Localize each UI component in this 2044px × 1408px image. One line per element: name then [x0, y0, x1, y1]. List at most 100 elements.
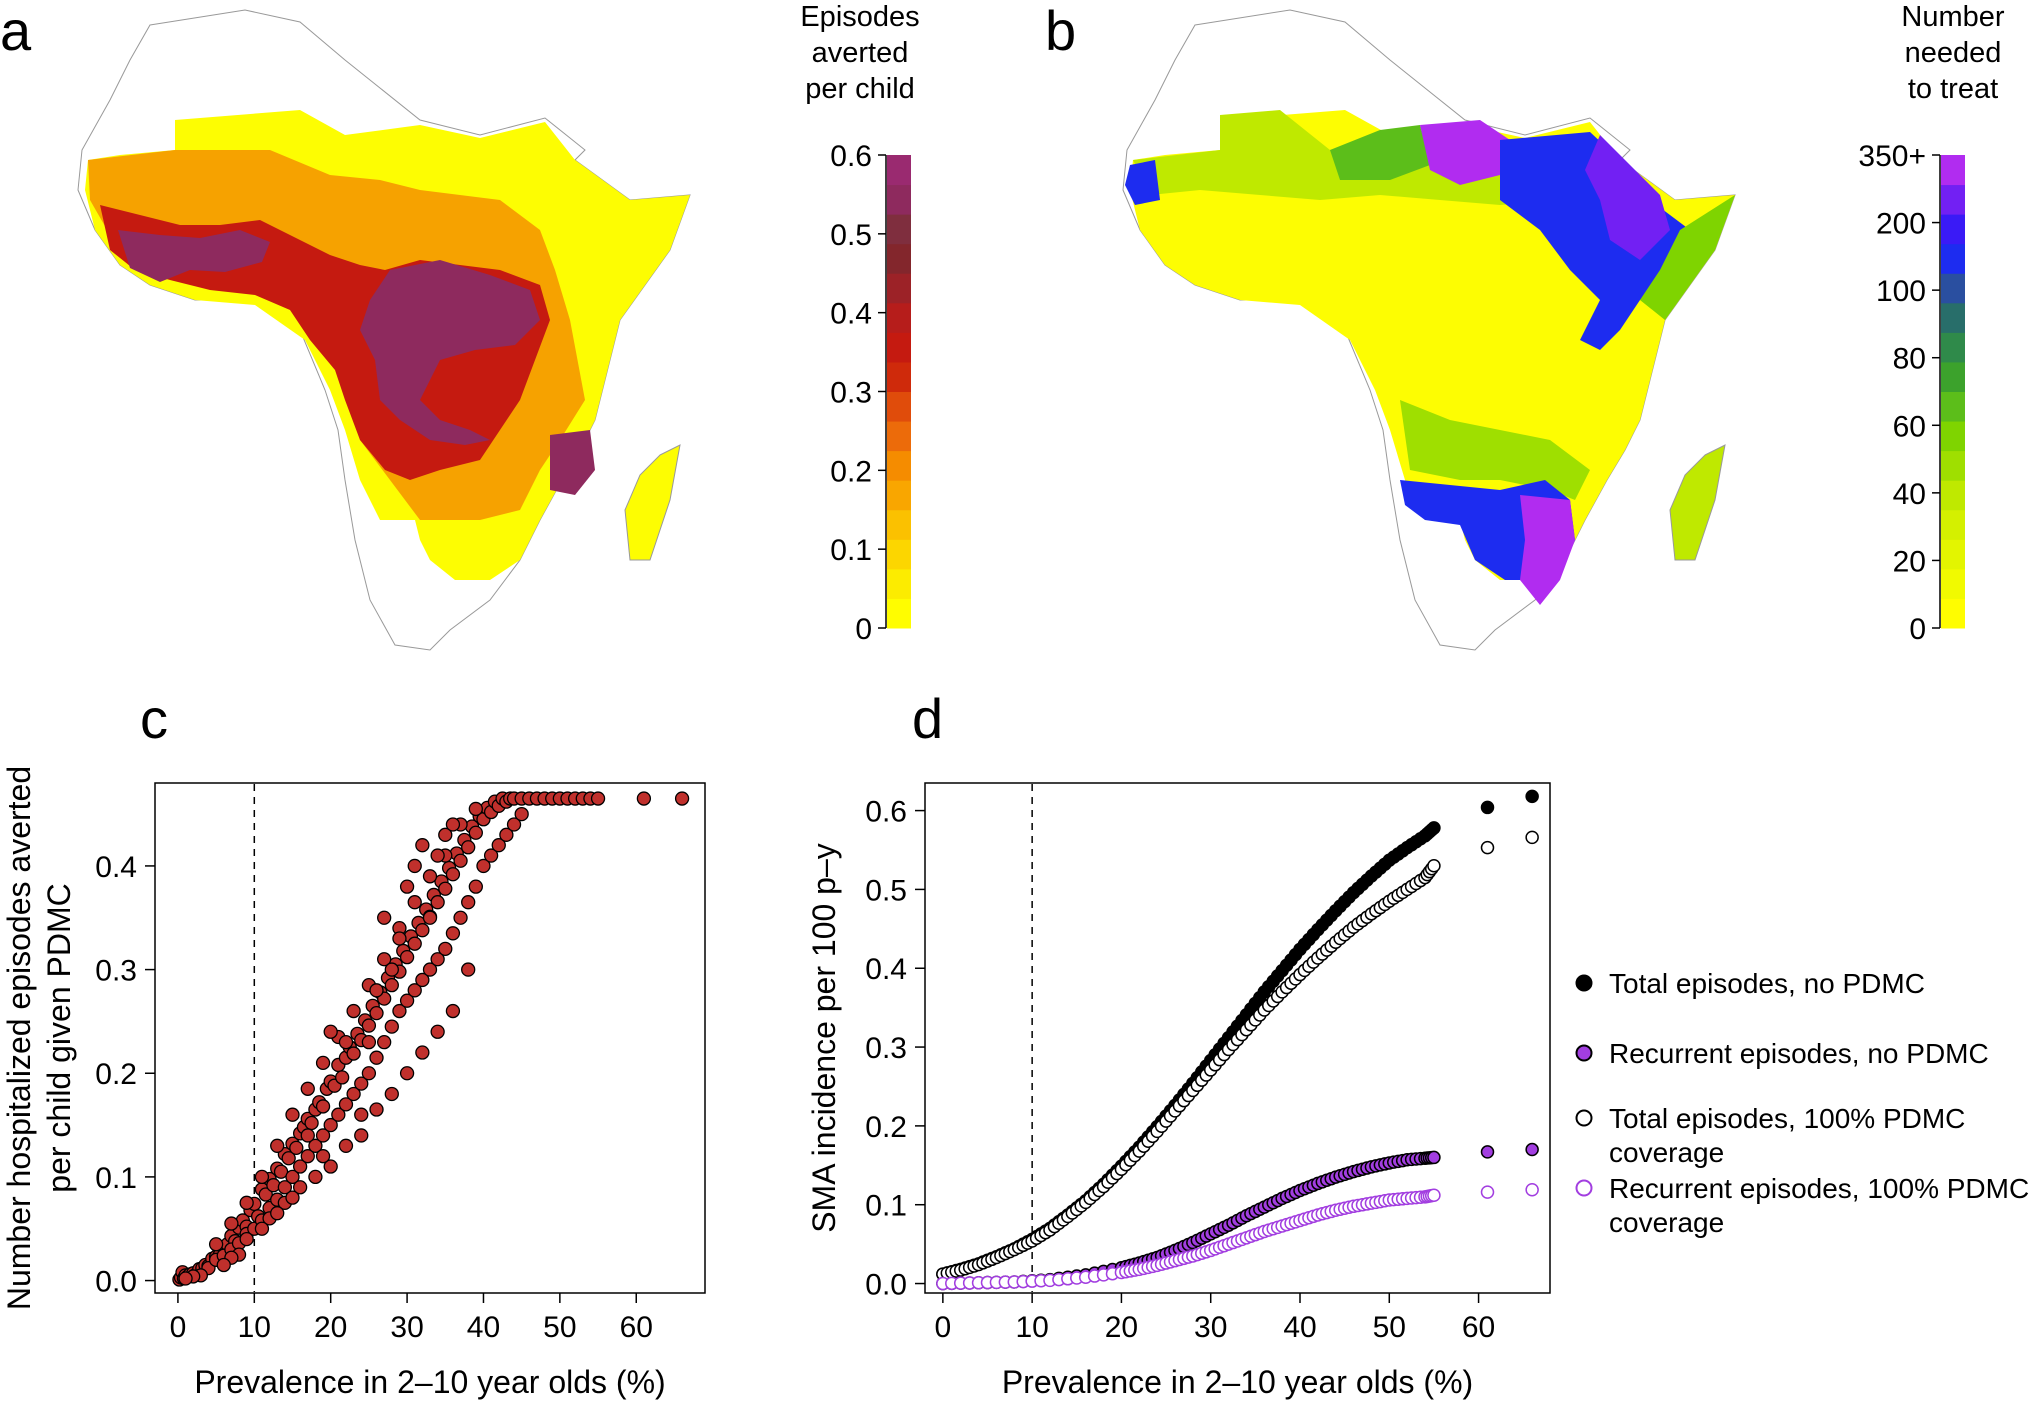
legend-a: Episodes averted per child 0.60.50.40.30…	[800, 1, 919, 646]
data-point	[590, 791, 606, 806]
data-point	[1525, 1142, 1539, 1157]
panel-d-letter: d	[912, 687, 943, 750]
colorbar-swatch	[887, 450, 911, 481]
x-tick-label: 50	[1373, 1311, 1406, 1344]
colorbar-swatch	[1941, 450, 1965, 481]
data-point	[300, 1128, 315, 1143]
data-point	[270, 1206, 285, 1221]
data-point	[1427, 1188, 1441, 1203]
data-point	[399, 949, 415, 965]
legend-b-colorbar	[1941, 155, 1965, 629]
map-a-dark-center	[360, 260, 540, 445]
x-tick-label: 50	[543, 1311, 576, 1344]
legend-a-ticks: 0.6 0.5 0.4 0.3 0.2 0.1 0	[830, 140, 886, 646]
y-tick-label: 0.2	[865, 1111, 907, 1144]
data-point	[1427, 821, 1441, 835]
data-point	[178, 1271, 193, 1286]
legend-label: coverage	[1609, 1137, 1724, 1168]
data-point	[430, 1024, 445, 1039]
data-point	[369, 1102, 384, 1117]
data-point	[277, 1180, 293, 1195]
plot-frame	[924, 782, 1551, 1294]
data-point	[300, 1149, 315, 1164]
colorbar-swatch	[887, 539, 911, 570]
data-point	[1525, 1182, 1539, 1197]
colorbar-tick-label: 0.5	[830, 219, 872, 252]
colorbar-swatch	[1941, 421, 1965, 452]
colorbar-tick-label: 60	[1893, 410, 1926, 443]
y-axis-label: per child given PDMC	[41, 883, 77, 1192]
plot-d: 0 10 20 30 40 50 60 0.0 0.1 0.2 0.3 0.4 0.5 0.6 Preval…	[806, 782, 1551, 1400]
data-point	[323, 1117, 338, 1133]
y-tick-label: 0.4	[865, 953, 907, 986]
data-point	[491, 838, 506, 853]
data-point	[445, 817, 461, 832]
data-point	[270, 1138, 285, 1153]
x-tick-label: 40	[467, 1311, 500, 1344]
plot-frame	[154, 782, 706, 1294]
data-point	[384, 977, 399, 993]
legend-marker	[1575, 1179, 1593, 1197]
data-point	[254, 1221, 270, 1236]
colorbar-swatch	[887, 184, 911, 215]
plot-c: 0 10 20 30 40 50 60 0.0 0.1 0.2 0.3 0.4 Prevalence i…	[1, 766, 706, 1400]
data-point	[239, 1195, 254, 1210]
colorbar-tick-label: 0.1	[830, 534, 872, 567]
colorbar-tick-label: 200	[1876, 208, 1926, 241]
map-b-green-south	[1400, 400, 1590, 500]
y-tick-label: 0.4	[95, 851, 137, 884]
data-point	[415, 838, 430, 853]
y-tick-label: 0.0	[95, 1266, 137, 1299]
data-point	[1525, 789, 1539, 804]
data-point	[292, 1180, 308, 1195]
colorbar-swatch	[1941, 302, 1965, 333]
colorbar-swatch	[1941, 214, 1965, 245]
data-point	[483, 848, 499, 863]
data-point	[445, 1003, 461, 1019]
colorbar-swatch	[1941, 391, 1965, 422]
colorbar-swatch	[887, 332, 911, 363]
data-point	[468, 825, 483, 840]
data-point	[208, 1237, 224, 1252]
y-tick-label: 0.3	[95, 955, 137, 988]
colorbar-tick-label: 350+	[1858, 140, 1926, 173]
data-point	[254, 1169, 270, 1185]
colorbar-swatch	[1941, 332, 1965, 363]
data-point	[430, 895, 445, 910]
data-point	[384, 1086, 399, 1102]
data-point	[377, 952, 392, 967]
data-point	[399, 993, 415, 1008]
data-point	[392, 931, 407, 946]
data-point	[438, 941, 453, 957]
data-point	[239, 1231, 254, 1247]
data-point	[304, 1115, 319, 1131]
data-point	[346, 1086, 361, 1102]
colorbar-swatch	[1941, 361, 1965, 392]
data-point	[273, 1164, 289, 1179]
map-b-purple-ne	[1420, 120, 1510, 185]
data-point	[292, 1159, 308, 1174]
x-axis-label: Prevalence in 2–10 year olds (%)	[1002, 1364, 1473, 1400]
legend-label: Recurrent episodes, no PDMC	[1609, 1038, 1989, 1069]
legend-a-colorbar	[887, 155, 911, 629]
data-point	[674, 791, 690, 806]
colorbar-swatch	[1941, 184, 1965, 215]
data-point	[476, 858, 491, 874]
data-point	[407, 936, 422, 951]
legend-marker	[1575, 1044, 1593, 1062]
data-point	[1525, 830, 1539, 845]
x-tick-label: 0	[935, 1311, 952, 1344]
data-point	[384, 1019, 399, 1034]
data-point	[346, 1046, 361, 1061]
y-tick-label: 0.5	[865, 874, 907, 907]
data-point	[354, 1128, 369, 1143]
colorbar-swatch	[887, 391, 911, 422]
colorbar-tick-label: 0.3	[830, 377, 872, 410]
legend-a-title-1: Episodes	[800, 1, 919, 33]
colorbar-swatch	[887, 302, 911, 333]
colorbar-tick-label: 0.2	[830, 455, 872, 488]
x-tick-label: 30	[390, 1311, 423, 1344]
legend-d: Total episodes, no PDMC Recurrent episode…	[1575, 968, 2029, 1238]
x-axis-label: Prevalence in 2–10 year olds (%)	[194, 1364, 665, 1400]
